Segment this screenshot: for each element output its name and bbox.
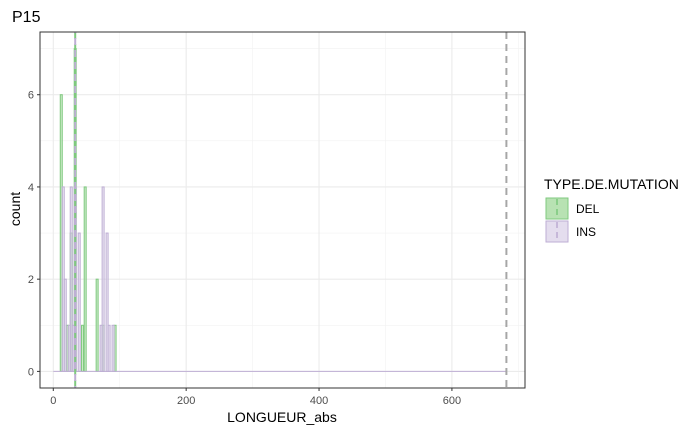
plot-border [39,31,526,389]
histogram-bar-del [83,186,87,372]
legend-label-del: DEL [576,202,600,216]
y-tick-label: 4 [28,182,34,194]
y-axis-title: count [7,192,23,226]
plot-background [40,32,525,388]
histogram-bar-del [95,278,99,372]
y-tick-label: 2 [28,274,34,286]
y-tick-label: 6 [28,90,34,102]
y-tick-label: 0 [28,366,34,378]
histogram-bar-del [81,324,85,372]
x-axis-title: LONGUEUR_abs [227,409,337,425]
x-axis: 0 200 400 600 [50,388,461,407]
reference-lines [74,32,508,388]
histogram-bar-ins [101,186,105,372]
legend-key-ins [545,220,569,243]
plot-panel [39,31,526,389]
histogram-bar-ins [77,232,81,372]
legend-keys: DEL INS [545,197,600,243]
x-tick-label: 400 [310,395,328,407]
y-axis: 0 2 4 6 [28,90,40,378]
minor-gridlines [40,32,525,388]
legend-label-ins: INS [576,225,596,239]
legend-key-del [545,197,569,220]
histogram-bar-ins [111,324,115,372]
x-tick-label: 600 [443,395,461,407]
legend-item-del: DEL [545,197,600,220]
x-tick-label: 200 [177,395,195,407]
chart-title: P15 [12,9,41,26]
histogram-bar-ins [107,324,111,372]
legend-item-ins: INS [545,220,596,243]
legend-title: TYPE.DE.MUTATION [544,176,679,192]
x-tick-label: 0 [50,395,56,407]
legend: TYPE.DE.MUTATION DEL INS [544,176,679,243]
histogram-bar-ins [63,278,67,372]
